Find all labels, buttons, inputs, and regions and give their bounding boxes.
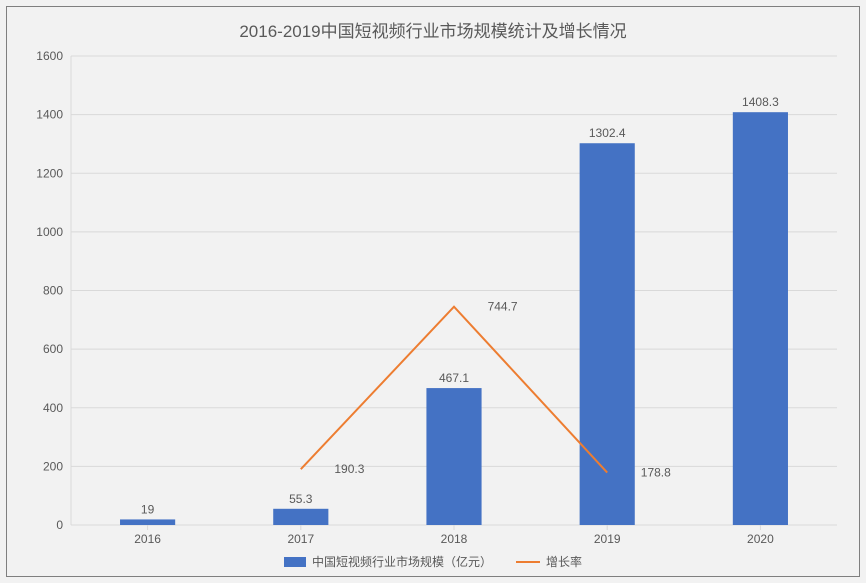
chart-frame: 2016-2019中国短视频行业市场规模统计及增长情况 0 200 400 600 80… [6,6,860,577]
x-tick-label: 2019 [594,532,621,546]
legend-item-bar: 中国短视频行业市场规模（亿元） [284,553,492,570]
bar-value-label: 1408.3 [742,95,779,109]
y-tick-label: 400 [43,401,63,415]
x-tick-label: 2017 [287,532,314,546]
bar [733,112,788,525]
x-tick-label: 2018 [441,532,468,546]
legend-label-bar: 中国短视频行业市场规模（亿元） [312,553,492,570]
y-tick-label: 1000 [36,225,63,239]
line-value-label: 190.3 [334,462,364,476]
y-tick-label: 1200 [36,166,63,180]
y-tick-label: 600 [43,342,63,356]
bar [120,519,175,525]
y-tick-label: 0 [56,518,63,532]
legend-swatch-line-icon [516,561,540,563]
legend-label-line: 增长率 [546,553,582,570]
bar-value-label: 19 [141,502,155,516]
y-tick-label: 1400 [36,108,63,122]
y-tick-label: 1600 [36,49,63,63]
x-tick-label: 2016 [134,532,161,546]
plot-area: 0 200 400 600 800 1000 1200 1400 1600 19 2016 55.3 2… [19,48,847,551]
y-tick-label: 200 [43,459,63,473]
legend: 中国短视频行业市场规模（亿元） 增长率 [19,551,847,570]
legend-item-line: 增长率 [516,553,582,570]
bar-value-label: 1302.4 [589,126,626,140]
line-value-label: 744.7 [488,300,518,314]
bar-value-label: 55.3 [289,492,313,506]
chart-container: 2016-2019中国短视频行业市场规模统计及增长情况 0 200 400 600 80… [0,0,866,583]
bar [426,388,481,525]
legend-swatch-bar-icon [284,557,306,567]
bar [273,509,328,525]
line-value-label: 178.8 [641,466,671,480]
y-tick-label: 800 [43,284,63,298]
chart-title: 2016-2019中国短视频行业市场规模统计及增长情况 [19,17,847,42]
plot-svg: 0 200 400 600 800 1000 1200 1400 1600 19 2016 55.3 2… [19,48,847,551]
bar [580,143,635,525]
x-tick-label: 2020 [747,532,774,546]
bar-value-label: 467.1 [439,371,469,385]
